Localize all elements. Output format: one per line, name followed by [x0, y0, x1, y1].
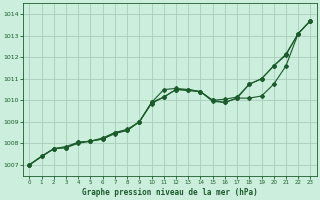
X-axis label: Graphe pression niveau de la mer (hPa): Graphe pression niveau de la mer (hPa) [82, 188, 258, 197]
